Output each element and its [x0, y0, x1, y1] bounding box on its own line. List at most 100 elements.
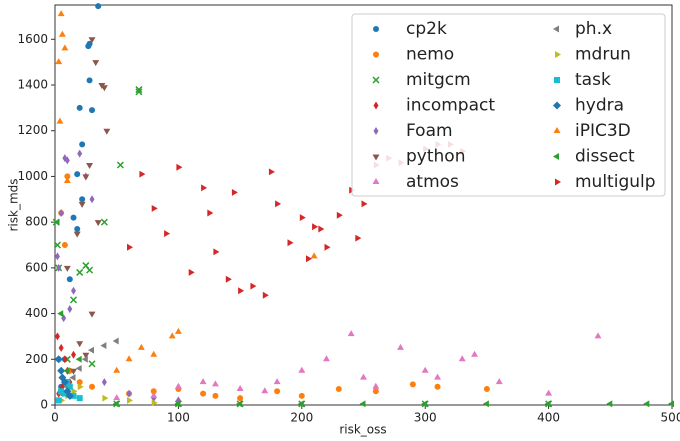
- legend-marker: [553, 127, 561, 133]
- point: [66, 276, 73, 283]
- point: [495, 378, 503, 385]
- point: [262, 291, 269, 299]
- point: [100, 342, 107, 349]
- legend-marker: [373, 26, 379, 32]
- legend-label: hydra: [575, 96, 624, 116]
- point: [212, 380, 219, 387]
- y-tick-label: 1400: [17, 78, 48, 92]
- point: [483, 386, 490, 392]
- point: [200, 390, 207, 397]
- legend-label: iPIC3D: [575, 121, 631, 141]
- point: [58, 373, 67, 382]
- x-tick-label: 400: [537, 411, 560, 425]
- point: [88, 346, 94, 354]
- point: [545, 389, 553, 396]
- point: [61, 242, 68, 248]
- point: [77, 383, 84, 391]
- legend-label: cp2k: [406, 19, 447, 39]
- point: [113, 366, 121, 373]
- point: [434, 373, 441, 380]
- point: [668, 400, 674, 408]
- point: [62, 355, 68, 364]
- point: [151, 205, 158, 212]
- point: [236, 400, 243, 408]
- point: [71, 350, 77, 359]
- point: [56, 263, 62, 272]
- point: [299, 214, 306, 221]
- y-tick-label: 1000: [17, 169, 48, 183]
- point: [89, 195, 95, 204]
- point: [116, 161, 124, 169]
- point: [76, 379, 83, 386]
- legend-marker: [373, 51, 379, 58]
- point: [372, 388, 379, 395]
- point: [188, 269, 195, 276]
- legend-marker: [553, 153, 559, 160]
- point: [86, 163, 93, 169]
- point: [273, 378, 281, 385]
- point: [70, 368, 77, 375]
- legend-marker: [554, 77, 560, 83]
- point: [74, 171, 81, 178]
- point: [347, 330, 355, 337]
- y-axis-label: risk_mds: [7, 178, 21, 231]
- legend-label: incompact: [406, 96, 495, 116]
- point: [61, 44, 69, 51]
- point: [112, 337, 119, 345]
- point: [63, 367, 70, 375]
- point: [95, 3, 102, 10]
- point: [150, 350, 158, 357]
- point: [324, 243, 331, 251]
- point: [298, 366, 306, 373]
- legend-box: [351, 13, 666, 197]
- legend-marker: [553, 101, 561, 110]
- point: [61, 390, 68, 397]
- point: [76, 104, 83, 111]
- point: [53, 241, 61, 249]
- point: [199, 378, 207, 385]
- legend-marker: [372, 154, 380, 161]
- point: [176, 163, 183, 171]
- point: [75, 365, 82, 372]
- legend-marker: [555, 51, 561, 58]
- point: [82, 352, 90, 359]
- point: [100, 218, 108, 226]
- point: [58, 209, 64, 217]
- point: [100, 85, 108, 92]
- point: [58, 343, 64, 352]
- point: [409, 381, 416, 388]
- point: [310, 252, 318, 259]
- point: [82, 174, 90, 181]
- point: [73, 231, 81, 238]
- point: [94, 220, 102, 227]
- point: [58, 388, 65, 395]
- point: [355, 234, 362, 242]
- point: [236, 385, 244, 391]
- point: [71, 286, 77, 295]
- point: [231, 189, 238, 196]
- y-tick-label: 400: [25, 306, 48, 320]
- point: [482, 400, 489, 408]
- point: [372, 382, 380, 389]
- y-tick-label: 600: [25, 260, 48, 274]
- point: [101, 378, 107, 387]
- point: [151, 399, 158, 407]
- point: [88, 311, 96, 318]
- legend-label: ph.x: [575, 19, 612, 39]
- legend-label: nemo: [406, 45, 454, 65]
- point: [76, 395, 83, 402]
- point: [268, 168, 275, 176]
- point: [335, 386, 342, 392]
- point: [76, 268, 84, 276]
- point: [58, 30, 66, 37]
- legend-marker: [373, 127, 379, 135]
- point: [66, 383, 73, 390]
- point: [397, 343, 404, 350]
- point: [168, 332, 176, 339]
- point: [102, 394, 109, 402]
- point: [89, 107, 96, 114]
- point: [63, 177, 71, 183]
- x-tick-label: 100: [167, 411, 190, 425]
- point: [56, 117, 64, 124]
